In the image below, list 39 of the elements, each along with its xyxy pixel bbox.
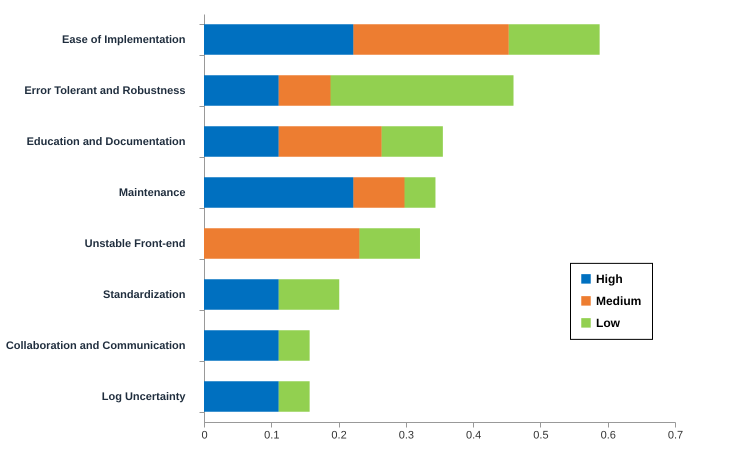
y-tick-label: Education and Documentation [26,136,186,148]
bar [204,126,279,157]
bar [278,126,382,157]
x-tick-label: 0.3 [398,430,414,442]
x-tick-label: 0.7 [668,430,684,442]
bar [359,228,420,259]
bar [204,279,279,310]
y-tick-label: Standardization [102,289,186,301]
bar [353,177,405,208]
bar [204,75,279,106]
x-tick-label: 0 [201,430,208,442]
bar [204,330,279,361]
x-tick-label: 0.1 [264,430,280,442]
bar [204,228,360,259]
y-tick-label: Unstable Front-end [84,238,186,250]
bar [330,75,514,106]
legend-label: Low [596,316,621,330]
bar [404,177,436,208]
legend-label: High [596,272,623,286]
legend-label: Medium [596,294,642,308]
x-tick-label: 0.5 [533,430,549,442]
bar [278,279,340,310]
y-tick-label: Maintenance [118,187,186,199]
bar [382,126,443,157]
y-tick-label: Collaboration and Communication [6,340,186,352]
y-tick-label: Log Uncertainty [102,391,186,403]
x-tick-label: 0.2 [331,430,347,442]
bar [204,177,354,208]
x-tick-label: 0.6 [600,430,616,442]
bar [353,24,509,55]
bar [278,75,330,106]
x-tick-label: 0.4 [466,430,482,442]
bar [278,330,310,361]
bar [204,24,354,55]
y-tick-label: Error Tolerant and Robustness [24,85,186,97]
bar [508,24,600,55]
bar [278,381,310,412]
bar [204,381,279,412]
y-tick-label: Ease of Implementation [62,34,186,46]
